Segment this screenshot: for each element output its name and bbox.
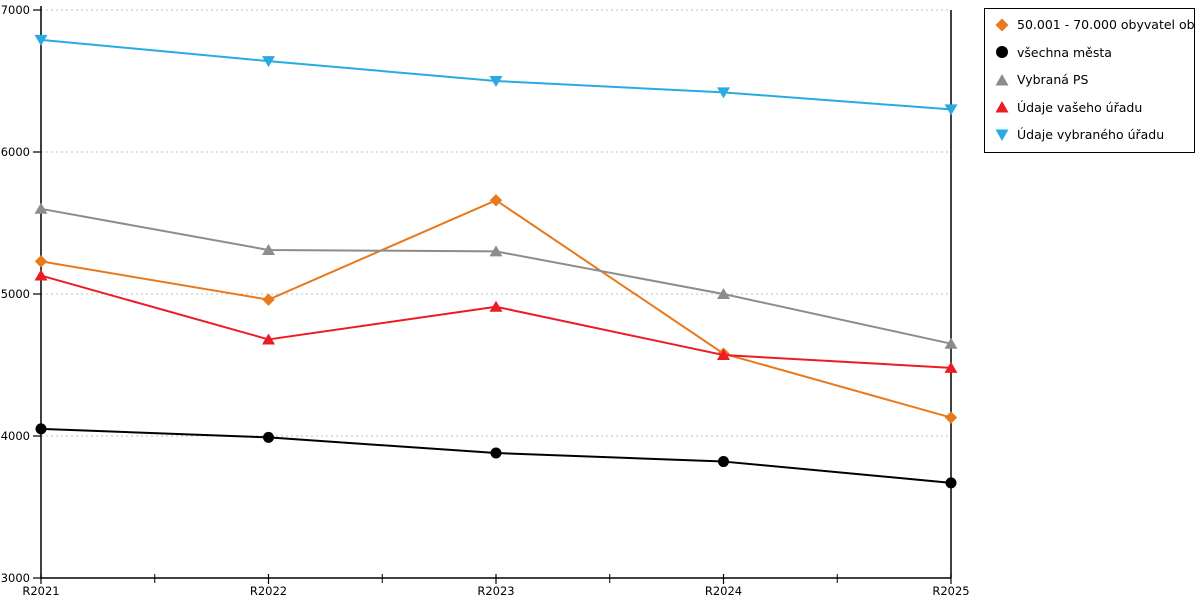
x-tick-label: R2023: [477, 584, 514, 598]
series: [34, 194, 958, 424]
data-point-marker: [489, 194, 503, 207]
line-chart: 3000 4000 5000 6000 7000 R2021 R2022 R2023 R2024…: [1, 3, 970, 598]
data-point-marker: [944, 361, 958, 373]
legend-label: 50.001 - 70.000 obyvatel obc...: [1017, 17, 1194, 33]
legend-marker-triangle-down-icon: [995, 129, 1009, 141]
legend-item: Vybraná PS: [985, 66, 1194, 94]
legend-item: Údaje vybraného úřadu: [985, 121, 1194, 149]
legend-marker-circle-icon: [996, 46, 1008, 59]
data-point-marker: [944, 411, 958, 424]
data-point-marker: [944, 337, 958, 349]
data-point-marker: [263, 431, 274, 443]
legend-label: Údaje vašeho úřadu: [1017, 99, 1143, 115]
legend-label: Vybraná PS: [1017, 72, 1089, 88]
data-point-marker: [718, 456, 729, 468]
series: [34, 34, 958, 116]
x-tick-label: R2022: [250, 584, 287, 598]
legend: 50.001 - 70.000 obyvatel obc... všechna …: [984, 8, 1195, 153]
x-tick-label: R2025: [932, 584, 969, 598]
data-point-marker: [34, 202, 48, 214]
data-point-marker: [262, 293, 275, 306]
legend-marker-triangle-up-icon: [995, 101, 1009, 113]
y-tick-label: 6000: [1, 145, 30, 159]
y-tick-label: 5000: [1, 287, 30, 301]
series-line: [40, 274, 952, 369]
series: [34, 269, 958, 373]
y-tick-label: 7000: [1, 3, 30, 17]
series: [35, 423, 957, 489]
data-point-marker: [945, 477, 957, 489]
data-point-marker: [717, 87, 730, 99]
data-point-marker: [34, 269, 48, 281]
legend-label: všechna města: [1017, 44, 1112, 60]
x-tick-label: R2021: [22, 584, 59, 598]
x-tick-label: R2024: [705, 584, 742, 598]
legend-marker-triangle-up-icon: [995, 73, 1009, 86]
data-point-marker: [489, 76, 503, 87]
data-point-marker: [262, 243, 275, 255]
legend-label: Údaje vybraného úřadu: [1017, 127, 1165, 143]
legend-item: Údaje vašeho úřadu: [985, 94, 1194, 122]
series: [34, 202, 958, 349]
y-tick-label: 4000: [1, 429, 30, 443]
legend-item: 50.001 - 70.000 obyvatel obc...: [985, 11, 1194, 39]
y-tick-label: 3000: [1, 571, 30, 585]
data-point-marker: [717, 349, 730, 361]
legend-marker-diamond-icon: [995, 18, 1009, 32]
series-line: [40, 38, 952, 111]
data-point-marker: [262, 333, 275, 345]
data-point-marker: [35, 423, 47, 435]
data-point-marker: [262, 56, 275, 68]
data-point-marker: [489, 300, 503, 312]
data-point-marker: [34, 34, 48, 46]
data-point-marker: [944, 104, 958, 116]
data-point-marker: [717, 288, 730, 299]
data-point-marker: [34, 255, 48, 268]
data-point-marker: [490, 447, 502, 459]
legend-item: všechna města: [985, 39, 1194, 67]
series-line: [40, 207, 952, 345]
data-point-marker: [489, 245, 503, 257]
